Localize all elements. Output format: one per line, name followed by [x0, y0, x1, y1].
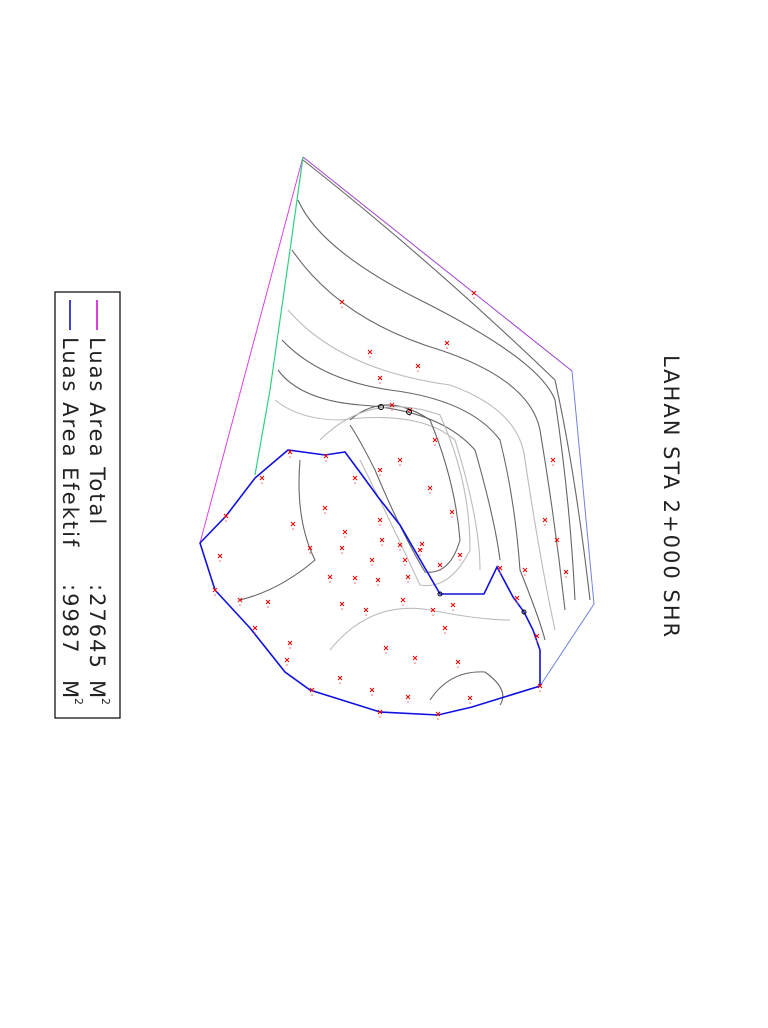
- contour: [349, 404, 461, 573]
- boundary-total: [539, 370, 595, 687]
- legend: Luas Area Total :27645 M 2 Luas Area Efe…: [54, 291, 121, 719]
- legend-unit-sup: 2: [99, 698, 112, 705]
- legend-unit-sup: 2: [72, 698, 85, 705]
- legend-unit: M: [58, 680, 82, 700]
- contour: [277, 369, 501, 561]
- contour: [291, 249, 566, 611]
- contour: [274, 399, 481, 571]
- boundary-total: [302, 156, 573, 372]
- boundary-effective: [199, 449, 541, 716]
- benchmarks: [378, 404, 527, 615]
- contour: [302, 159, 591, 601]
- contour: [297, 199, 576, 601]
- boundary-green: [254, 156, 304, 476]
- title-group: LAHAN STA 2+000 SHR: [659, 355, 683, 639]
- legend-unit: M: [85, 680, 109, 700]
- legend-value: :27645: [85, 584, 109, 670]
- contour: [329, 607, 511, 651]
- legend-value: :9987: [58, 584, 82, 655]
- title: LAHAN STA 2+000 SHR: [659, 355, 683, 639]
- contour: [319, 406, 471, 587]
- contour: [239, 459, 316, 601]
- legend-box: [54, 291, 121, 719]
- boundary-total: [199, 156, 304, 544]
- legend-label: Luas Area Total: [85, 337, 109, 526]
- legend-label: Luas Area Efektif: [58, 337, 82, 548]
- contour: [287, 309, 556, 631]
- site-plan: [199, 156, 595, 721]
- contour: [281, 339, 546, 641]
- contour: [429, 671, 504, 706]
